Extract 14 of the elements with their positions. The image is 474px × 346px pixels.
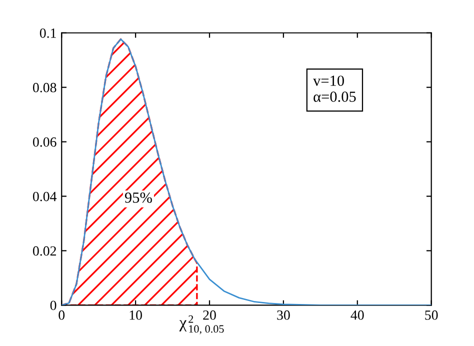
x-tick-label: 20 [203, 310, 216, 320]
y-tick-label: 0.1 [40, 28, 56, 38]
x-tick-label: 30 [277, 310, 290, 320]
annotation: 95% [124, 192, 152, 203]
x-tick-label: 50 [425, 310, 438, 320]
y-tick-label: 0 [50, 300, 56, 310]
annotation: v=10 α=0.05 [313, 76, 356, 102]
x-tick-label: 10 [130, 310, 142, 320]
x-tick-label: 40 [350, 310, 364, 320]
y-tick-label: 0.08 [32, 82, 56, 92]
y-tick-label: 0.06 [32, 137, 56, 147]
x-tick-label: 0 [58, 310, 65, 320]
y-tick-label: 0.02 [32, 246, 56, 256]
y-tick-label: 0.04 [32, 192, 57, 202]
